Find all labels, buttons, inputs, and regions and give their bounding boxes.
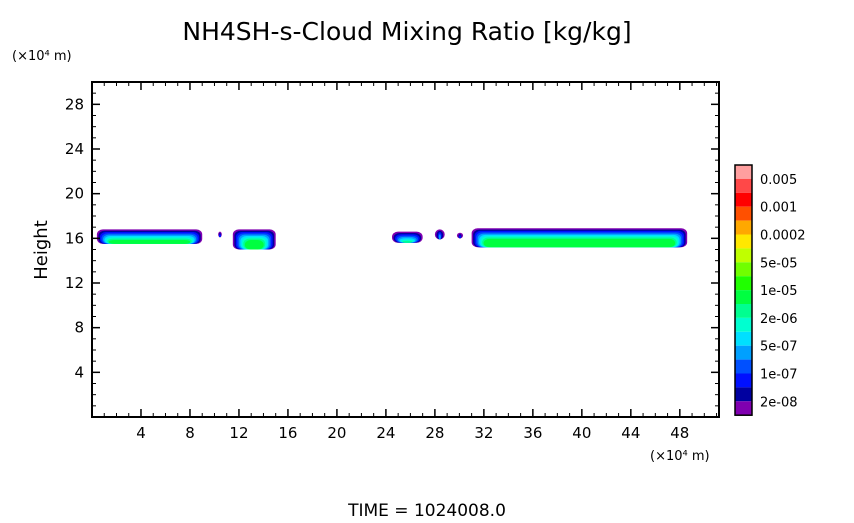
colorbar-swatch xyxy=(735,345,752,360)
plot-frame xyxy=(91,81,720,418)
colorbar-swatch xyxy=(735,248,752,263)
cloud-contour xyxy=(458,235,461,239)
x-tick-label: 20 xyxy=(327,424,346,442)
y-unit-label: (×10⁴ m) xyxy=(12,49,72,64)
y-tick-label: 24 xyxy=(65,140,84,158)
colorbar-label: 1e-07 xyxy=(760,368,798,383)
colorbar-label: 0.001 xyxy=(760,201,797,216)
cloud-contour xyxy=(218,234,221,238)
x-tick-label: 48 xyxy=(670,424,689,442)
y-axis-label: Height xyxy=(31,220,52,280)
y-tick-label: 20 xyxy=(65,185,84,203)
x-tick-label: 32 xyxy=(474,424,493,442)
x-tick-label: 24 xyxy=(376,424,395,442)
cloud-contour xyxy=(402,240,413,243)
chart-title: NH4SH-s-Cloud Mixing Ratio [kg/kg] xyxy=(182,17,631,46)
x-tick-label: 8 xyxy=(185,424,195,442)
colorbar-swatch xyxy=(735,331,752,346)
y-tick-label: 16 xyxy=(65,229,84,247)
colorbar-swatch xyxy=(735,359,752,374)
colorbar-swatch xyxy=(735,387,752,402)
cloud-contour xyxy=(108,239,191,244)
x-tick-label: 44 xyxy=(621,424,640,442)
colorbar-frame xyxy=(734,164,753,416)
cloud-contour xyxy=(483,238,676,248)
y-tick-label: 28 xyxy=(65,95,84,113)
colorbar-swatch xyxy=(735,290,752,304)
cloud-contours xyxy=(96,228,688,250)
cloud-contour xyxy=(438,234,441,240)
colorbar-swatch xyxy=(735,304,752,318)
colorbar-swatch xyxy=(735,262,752,277)
colorbar-label: 5e-05 xyxy=(760,256,798,271)
colorbar-swatch xyxy=(735,276,752,291)
x-tick-label: 4 xyxy=(136,424,146,442)
colorbar-swatch xyxy=(735,165,752,179)
x-tick-label: 36 xyxy=(523,424,542,442)
colorbar-swatch xyxy=(735,178,752,193)
colorbar-swatch xyxy=(735,220,752,235)
colorbar-label: 2e-06 xyxy=(760,312,798,327)
colorbar-swatch xyxy=(735,192,752,207)
colorbar-swatch xyxy=(735,317,752,332)
x-unit-label: (×10⁴ m) xyxy=(650,449,710,464)
colorbar-swatch xyxy=(735,206,752,221)
colorbar-label: 2e-08 xyxy=(760,395,798,410)
x-tick-label: 40 xyxy=(572,424,591,442)
colorbar-label: 0.005 xyxy=(760,173,797,188)
colorbar-swatch xyxy=(735,234,752,249)
colorbar-label: 5e-07 xyxy=(760,340,798,355)
colorbar-label: 0.0002 xyxy=(760,229,806,244)
colorbar: 0.005 0.001 0.0002 5e-05 1e-05 2e-06 5e-07 1e-0… xyxy=(734,164,806,416)
x-tick-label: 16 xyxy=(278,424,297,442)
y-tick-label: 8 xyxy=(74,319,84,337)
x-tick-label: 28 xyxy=(425,424,444,442)
cloud-contour xyxy=(244,239,264,250)
y-tick-label: 12 xyxy=(65,274,84,292)
x-tick-label: 12 xyxy=(229,424,248,442)
colorbar-swatch xyxy=(735,373,752,388)
y-tick-label: 4 xyxy=(74,363,84,381)
colorbar-label: 1e-05 xyxy=(760,284,798,299)
colorbar-swatch xyxy=(735,401,752,416)
time-footer: TIME = 1024008.0 xyxy=(347,501,506,519)
